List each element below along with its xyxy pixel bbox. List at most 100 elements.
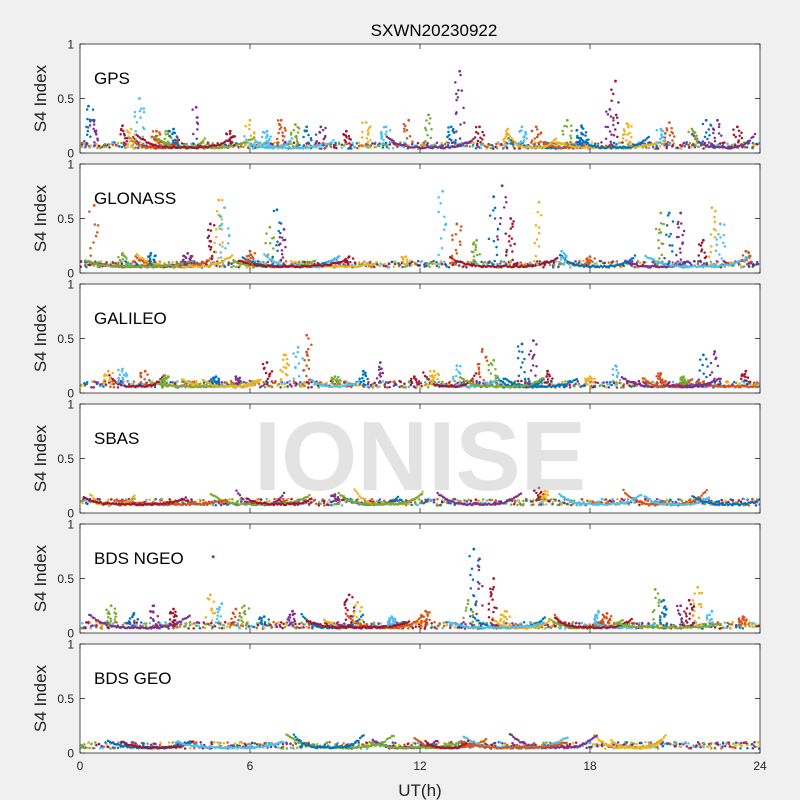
data-point: [403, 263, 406, 266]
data-point: [351, 257, 355, 260]
data-point: [309, 136, 313, 140]
data-point: [102, 385, 105, 388]
data-point: [428, 379, 432, 383]
data-point: [564, 380, 567, 383]
data-point: [293, 123, 297, 127]
data-point: [427, 113, 430, 117]
data-point: [705, 263, 708, 266]
data-point: [483, 144, 486, 148]
data-point: [459, 229, 462, 232]
data-point: [340, 143, 344, 147]
data-point: [305, 333, 309, 337]
data-point: [272, 146, 275, 150]
data-point: [540, 381, 544, 385]
data-point: [215, 209, 219, 213]
data-point: [113, 262, 116, 265]
data-point: [158, 133, 162, 136]
data-point: [459, 243, 462, 247]
data-point: [282, 366, 286, 369]
data-point: [513, 384, 516, 387]
data-point: [373, 381, 376, 385]
data-point: [118, 373, 122, 377]
data-point: [300, 385, 304, 388]
data-point: [152, 138, 156, 141]
data-point: [84, 146, 87, 149]
data-point: [458, 137, 462, 140]
data-point: [574, 382, 577, 386]
data-point: [485, 359, 489, 363]
data-point: [232, 144, 236, 147]
data-point: [272, 236, 276, 239]
data-point: [153, 254, 156, 258]
data-point: [622, 386, 625, 389]
data-point: [350, 147, 353, 150]
data-point: [332, 377, 335, 381]
data-point: [92, 204, 96, 207]
data-point: [252, 131, 256, 134]
data-point: [249, 256, 252, 260]
data-point: [658, 228, 661, 231]
data-point: [292, 380, 296, 383]
data-point: [739, 263, 742, 267]
data-point: [459, 73, 462, 77]
data-point: [262, 367, 266, 371]
data-point: [670, 126, 673, 130]
data-point: [712, 262, 715, 266]
data-point: [220, 218, 224, 221]
data-point: [432, 259, 435, 263]
series-points: [80, 69, 760, 150]
data-point: [206, 236, 210, 240]
data-point: [687, 130, 690, 134]
data-point: [209, 245, 213, 249]
data-point: [663, 144, 667, 147]
data-point: [103, 378, 106, 381]
data-point: [458, 380, 461, 383]
data-point: [494, 377, 497, 380]
data-point: [719, 236, 722, 239]
data-point: [344, 129, 348, 133]
data-point: [454, 374, 458, 378]
data-point: [191, 132, 195, 136]
data-point: [277, 146, 280, 150]
data-point: [655, 263, 659, 266]
data-point: [125, 263, 129, 266]
data-point: [124, 372, 128, 375]
y-tick-label: 1: [67, 158, 74, 172]
data-point: [644, 383, 648, 387]
data-point: [658, 138, 662, 141]
data-point: [682, 229, 686, 233]
data-point: [308, 378, 311, 382]
data-point: [276, 249, 279, 252]
data-point: [377, 368, 381, 371]
data-point: [476, 139, 480, 143]
data-point: [516, 261, 519, 265]
data-point: [586, 257, 589, 260]
data-point: [245, 385, 249, 388]
data-point: [381, 146, 385, 149]
data-point: [485, 262, 489, 266]
data-point: [216, 263, 220, 266]
data-point: [694, 144, 697, 147]
data-point: [458, 240, 462, 243]
data-point: [115, 144, 118, 147]
data-point: [429, 117, 432, 120]
data-point: [734, 381, 738, 385]
data-point: [683, 144, 686, 148]
data-point: [671, 139, 674, 142]
data-point: [471, 145, 475, 148]
data-point: [279, 126, 283, 129]
data-point: [688, 141, 692, 145]
data-point: [500, 260, 504, 264]
data-point: [659, 222, 663, 225]
data-point: [103, 142, 107, 146]
data-point: [331, 259, 334, 263]
data-point: [484, 260, 487, 264]
data-point: [147, 255, 150, 259]
data-point: [191, 108, 194, 111]
data-point: [219, 251, 222, 254]
data-point: [325, 381, 328, 385]
data-point: [474, 147, 478, 150]
data-point: [513, 147, 516, 150]
data-point: [552, 259, 556, 262]
data-point: [717, 132, 721, 135]
